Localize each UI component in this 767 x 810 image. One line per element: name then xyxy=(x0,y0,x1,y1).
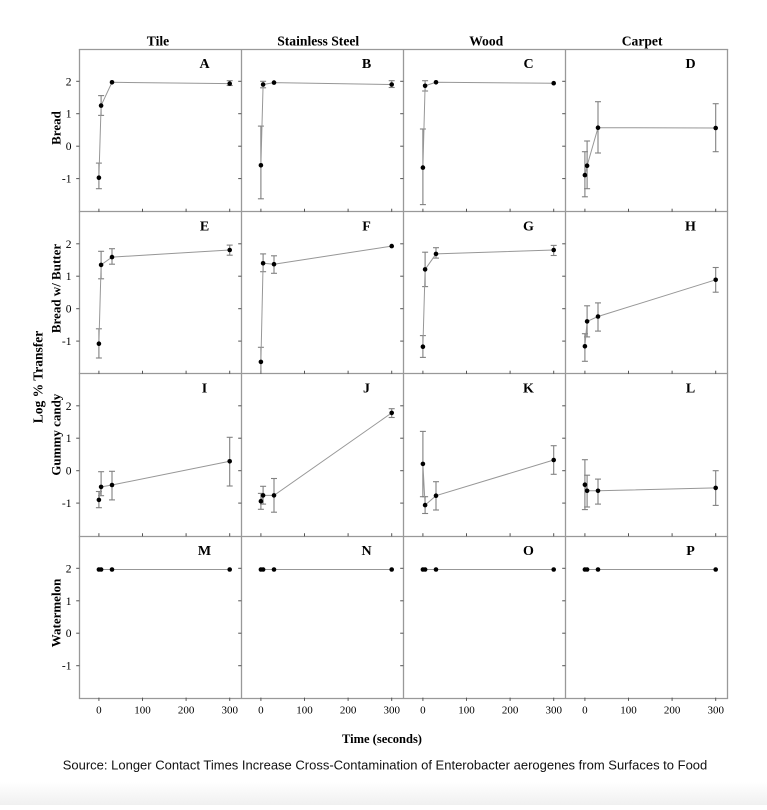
svg-text:100: 100 xyxy=(458,705,475,717)
svg-text:Time (seconds): Time (seconds) xyxy=(342,732,422,746)
svg-text:Bread w/ Butter: Bread w/ Butter xyxy=(49,244,64,334)
svg-text:I: I xyxy=(202,381,207,396)
svg-text:-1: -1 xyxy=(62,336,72,348)
svg-text:O: O xyxy=(523,544,534,559)
svg-text:300: 300 xyxy=(545,705,562,717)
svg-text:K: K xyxy=(523,381,534,396)
svg-text:P: P xyxy=(686,544,695,559)
svg-text:300: 300 xyxy=(383,705,400,717)
svg-text:H: H xyxy=(685,219,696,234)
svg-text:0: 0 xyxy=(582,705,588,717)
svg-text:N: N xyxy=(361,544,371,559)
svg-text:L: L xyxy=(686,381,695,396)
svg-text:0: 0 xyxy=(66,466,72,478)
svg-text:B: B xyxy=(362,57,371,72)
svg-text:Bread: Bread xyxy=(49,110,64,144)
svg-text:100: 100 xyxy=(620,705,637,717)
svg-text:Carpet: Carpet xyxy=(622,34,663,49)
svg-text:0: 0 xyxy=(258,705,264,717)
svg-text:Source: Longer Contact Times I: Source: Longer Contact Times Increase Cr… xyxy=(63,758,708,773)
svg-text:0: 0 xyxy=(66,628,72,640)
svg-text:G: G xyxy=(523,219,534,234)
svg-text:300: 300 xyxy=(707,705,724,717)
svg-text:-1: -1 xyxy=(62,498,72,510)
svg-text:Tile: Tile xyxy=(147,34,169,49)
svg-text:100: 100 xyxy=(296,705,313,717)
svg-text:200: 200 xyxy=(502,705,519,717)
svg-text:0: 0 xyxy=(66,304,72,316)
svg-text:1: 1 xyxy=(66,109,72,121)
svg-text:C: C xyxy=(523,57,533,72)
svg-text:300: 300 xyxy=(221,705,238,717)
svg-text:200: 200 xyxy=(664,705,681,717)
svg-text:D: D xyxy=(685,57,695,72)
svg-text:E: E xyxy=(200,219,209,234)
svg-text:F: F xyxy=(362,219,371,234)
svg-text:Stainless Steel: Stainless Steel xyxy=(277,34,359,49)
svg-text:-1: -1 xyxy=(62,174,72,186)
svg-text:Wood: Wood xyxy=(469,34,503,49)
svg-text:M: M xyxy=(198,544,211,559)
svg-text:Log % Transfer: Log % Transfer xyxy=(31,331,46,424)
svg-text:J: J xyxy=(363,381,370,396)
svg-text:0: 0 xyxy=(420,705,426,717)
svg-text:2: 2 xyxy=(66,401,72,413)
svg-text:200: 200 xyxy=(340,705,357,717)
svg-text:100: 100 xyxy=(134,705,151,717)
svg-text:2: 2 xyxy=(66,76,72,88)
svg-text:A: A xyxy=(199,57,210,72)
svg-text:0: 0 xyxy=(96,705,102,717)
svg-text:Gummy candy: Gummy candy xyxy=(49,393,64,475)
svg-text:1: 1 xyxy=(66,596,72,608)
svg-text:2: 2 xyxy=(66,563,72,575)
svg-text:-1: -1 xyxy=(62,661,72,673)
svg-text:0: 0 xyxy=(66,141,72,153)
svg-text:1: 1 xyxy=(66,271,72,283)
svg-text:200: 200 xyxy=(178,705,195,717)
svg-text:1: 1 xyxy=(66,433,72,445)
svg-text:Watermelon: Watermelon xyxy=(49,578,64,647)
svg-text:2: 2 xyxy=(66,239,72,251)
